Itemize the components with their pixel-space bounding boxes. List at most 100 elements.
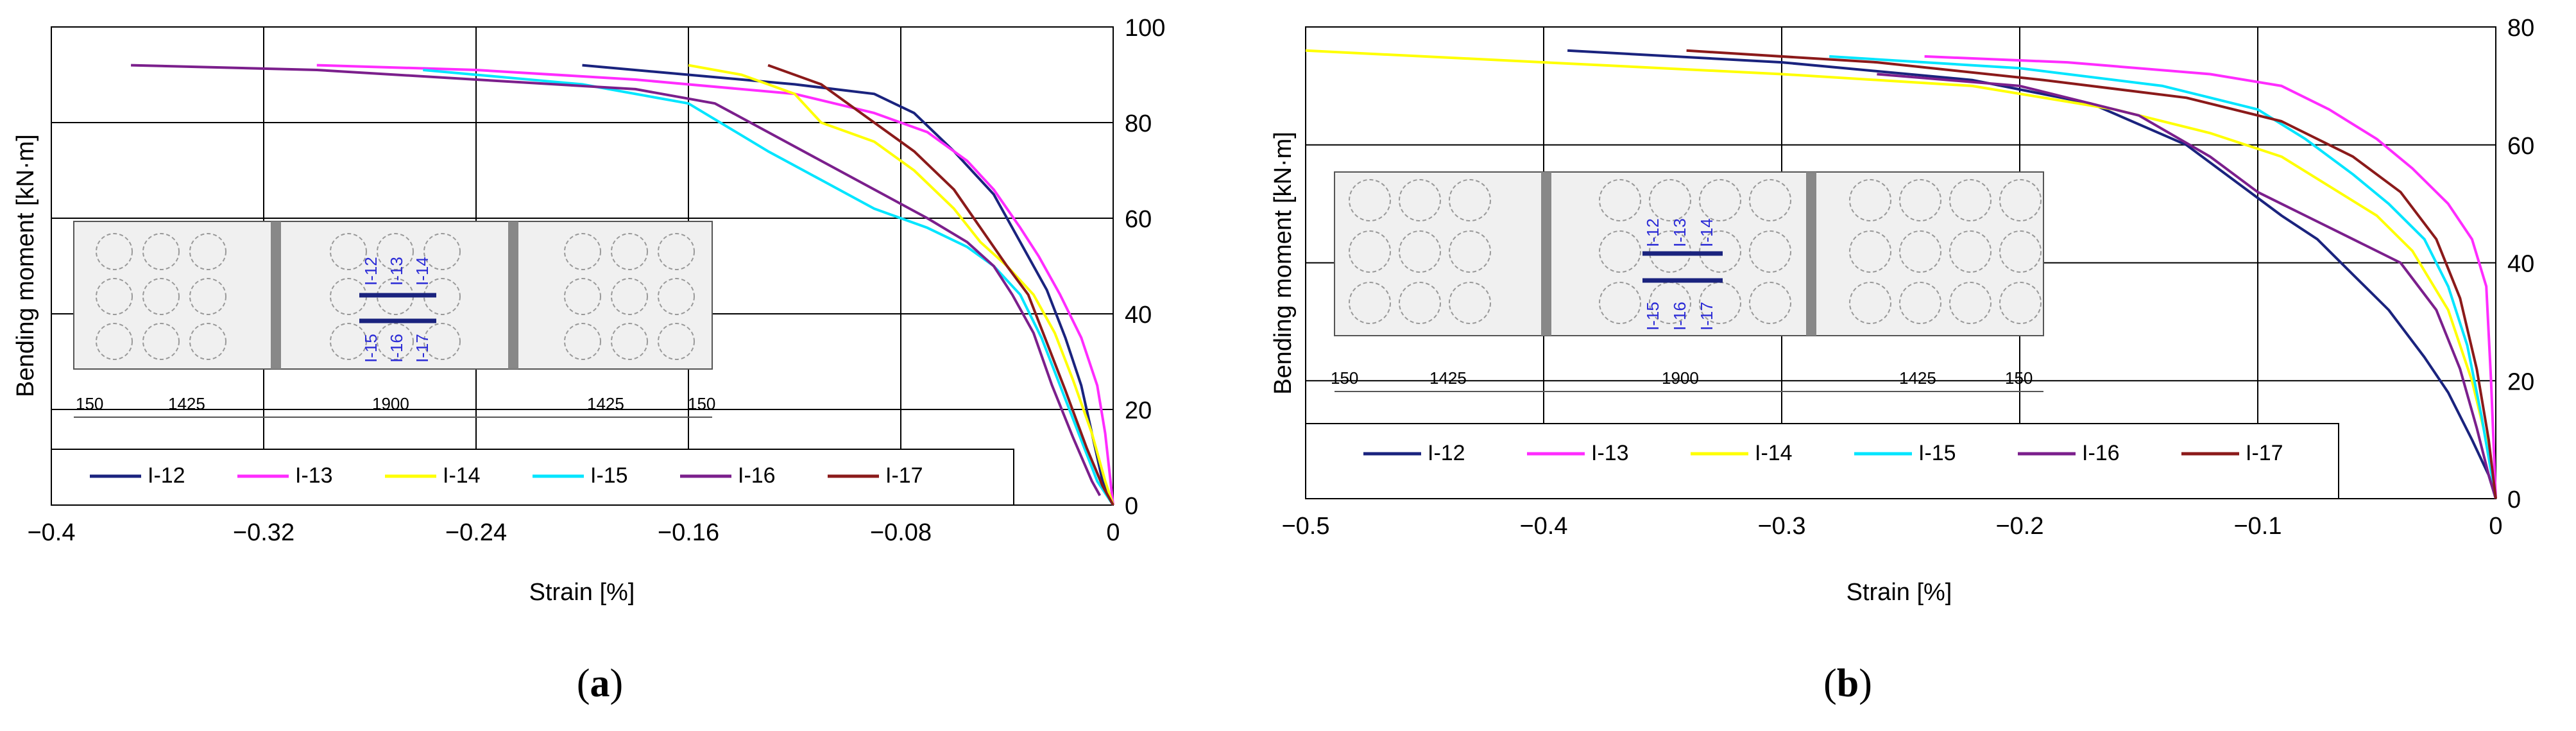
- dimension-label: 1425: [168, 394, 205, 413]
- dimension-label: 1900: [1662, 368, 1699, 388]
- x-tick-label: −0.32: [233, 519, 294, 546]
- void-circle: [564, 278, 601, 315]
- legend-label: I-13: [1591, 441, 1629, 465]
- void-circle: [1899, 282, 1941, 324]
- y-axis-label: Bending moment [kN·m]: [1270, 132, 1297, 395]
- void-circle: [1349, 230, 1391, 273]
- void-circle: [1349, 282, 1391, 324]
- series-line-i-17: [767, 64, 1114, 506]
- void-circle: [142, 233, 180, 270]
- void-circle: [1649, 179, 1691, 221]
- y-tick-label: 60: [1125, 206, 1152, 233]
- gauge-label: I-12: [361, 257, 380, 286]
- caption-b: (b): [1823, 662, 1872, 705]
- legend-label: I-16: [2082, 441, 2120, 465]
- x-tick-label: −0.4: [27, 519, 75, 546]
- series-line-i-16: [131, 64, 1102, 497]
- legend-label: I-17: [2246, 441, 2283, 465]
- void-circle: [142, 323, 180, 360]
- void-circle: [1749, 230, 1791, 273]
- void-circle: [96, 233, 133, 270]
- void-circle: [1449, 282, 1491, 324]
- dimension-label: 150: [688, 394, 715, 413]
- void-circle: [564, 233, 601, 270]
- void-circle: [1399, 179, 1441, 221]
- x-axis-label: Strain [%]: [529, 579, 635, 606]
- void-circle: [423, 323, 461, 360]
- legend-label: I-14: [443, 463, 481, 488]
- x-tick-label: −0.24: [445, 519, 507, 546]
- caption-paren-open: (: [577, 662, 590, 705]
- panel-b: I-12 I-13 I-14 I-15 I-16 I-17 150 1425 1…: [1270, 15, 2534, 705]
- void-circle: [189, 233, 226, 270]
- y-tick-label: 40: [2507, 251, 2534, 278]
- panel-a: I-12 I-13 I-14 I-15 I-16 I-17 150 1425 1…: [12, 15, 1165, 705]
- series-line-i-17: [1686, 49, 2497, 499]
- void-circle: [1449, 179, 1491, 221]
- series-line-i-12: [1567, 49, 2497, 499]
- void-circle: [658, 233, 695, 270]
- x-axis-label: Strain [%]: [1847, 579, 1952, 606]
- legend: I-12 I-13 I-14 I-15 I-16 I-17: [1305, 423, 2339, 499]
- gauge-label: I-13: [1670, 218, 1689, 247]
- void-circle: [1449, 230, 1491, 273]
- legend-label: I-12: [1428, 441, 1465, 465]
- void-circle: [1999, 230, 2042, 273]
- gauge-label: I-14: [1697, 218, 1716, 247]
- axis-ticks: −0.4 −0.32 −0.24 −0.16 −0.08 00 20 40 60 80 100: [27, 15, 1165, 546]
- void-circle: [423, 278, 461, 315]
- inset-support-left: [1541, 172, 1551, 336]
- void-circle: [1749, 282, 1791, 324]
- series-lines: [131, 64, 1114, 506]
- dimension-label: 150: [76, 394, 103, 413]
- series-line-i-13: [316, 64, 1114, 506]
- inset-support-right: [1806, 172, 1816, 336]
- void-circle: [1849, 230, 1891, 273]
- y-tick-label: 40: [1125, 302, 1152, 329]
- inset-voids: [96, 233, 695, 360]
- void-circle: [611, 278, 648, 315]
- x-tick-label: −0.1: [2233, 513, 2282, 540]
- gauge-label: I-16: [1670, 302, 1689, 331]
- legend-label: I-15: [1918, 441, 1956, 465]
- y-tick-label: 20: [2507, 368, 2534, 395]
- x-tick-label: −0.5: [1281, 513, 1329, 540]
- y-axis-label: Bending moment [kN·m]: [12, 134, 39, 397]
- gauge-label: I-14: [413, 257, 432, 286]
- series-line-i-16: [1877, 73, 2497, 499]
- gauge-label: I-16: [387, 334, 406, 363]
- caption-paren-open: (: [1823, 662, 1837, 705]
- caption-paren-close: ): [1859, 662, 1872, 705]
- void-circle: [96, 323, 133, 360]
- inset-voids: [1349, 179, 2042, 324]
- series-line-i-14: [688, 64, 1114, 506]
- dimension-label: 1425: [1899, 368, 1936, 388]
- void-circle: [1399, 282, 1441, 324]
- series-line-i-15: [1829, 55, 2497, 499]
- inset-support-right: [508, 221, 518, 369]
- void-circle: [377, 323, 414, 360]
- void-circle: [658, 323, 695, 360]
- caption-a: (a): [577, 662, 623, 705]
- dimension-label: 1425: [1429, 368, 1467, 388]
- legend: I-12 I-13 I-14 I-15 I-16 I-17: [51, 449, 1014, 506]
- x-tick-label: −0.3: [1757, 513, 1805, 540]
- void-circle: [611, 233, 648, 270]
- legend-label: I-14: [1755, 441, 1793, 465]
- void-circle: [330, 233, 367, 270]
- void-circle: [377, 233, 414, 270]
- void-circle: [1599, 282, 1641, 324]
- gauge-label: I-13: [387, 257, 406, 286]
- void-circle: [1399, 230, 1441, 273]
- inset-support-left: [271, 221, 281, 369]
- x-tick-label: −0.08: [870, 519, 932, 546]
- void-circle: [1899, 230, 1941, 273]
- legend-box: [1305, 423, 2339, 499]
- void-circle: [611, 323, 648, 360]
- void-circle: [1749, 179, 1791, 221]
- void-circle: [1849, 179, 1891, 221]
- gauge-label: I-12: [1643, 218, 1662, 247]
- x-tick-label: −0.2: [1995, 513, 2043, 540]
- inset-diagram: I-12 I-13 I-14 I-15 I-16 I-17 150 1425 1…: [73, 221, 715, 418]
- void-circle: [1699, 179, 1741, 221]
